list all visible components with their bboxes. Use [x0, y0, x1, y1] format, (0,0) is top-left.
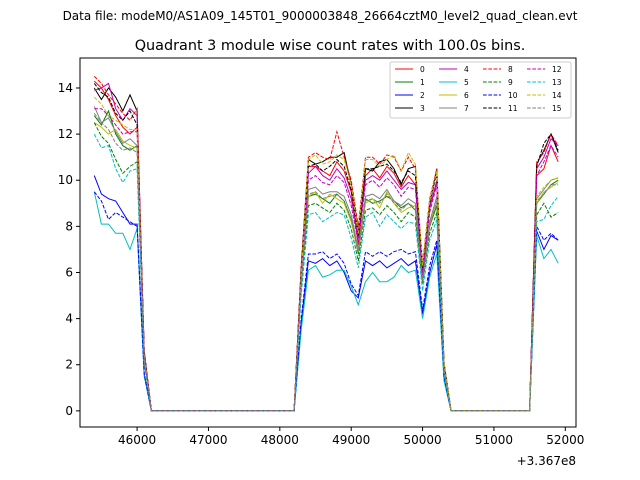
legend-label-3: 3 — [420, 104, 425, 113]
plot-area — [93, 76, 559, 412]
chart-title: Quadrant 3 module wise count rates with … — [135, 38, 526, 54]
y-tick-label: 6 — [65, 265, 73, 279]
x-tick-label: 52000 — [546, 433, 584, 447]
y-tick-label: 8 — [65, 219, 73, 233]
y-tick-label: 12 — [58, 127, 73, 141]
legend-label-7: 7 — [464, 104, 469, 113]
y-tick-label: 14 — [58, 81, 73, 95]
legend-label-0: 0 — [420, 65, 425, 74]
x-offset-label: +3.367e8 — [517, 454, 576, 468]
legend-label-13: 13 — [552, 78, 562, 87]
legend-label-15: 15 — [552, 104, 562, 113]
x-tick-label: 46000 — [118, 433, 156, 447]
x-tick-label: 47000 — [189, 433, 227, 447]
legend-label-1: 1 — [420, 78, 425, 87]
y-tick-label: 2 — [65, 358, 73, 372]
legend-label-11: 11 — [508, 104, 518, 113]
axes-frame — [79, 57, 577, 428]
x-tick-label: 48000 — [261, 433, 299, 447]
suptitle: Data file: modeM0/AS1A09_145T01_90000038… — [63, 9, 578, 23]
x-axis: 46000 47000 48000 49000 50000 51000 52000 — [118, 427, 584, 447]
x-tick-label: 49000 — [332, 433, 370, 447]
legend-label-2: 2 — [420, 91, 425, 100]
legend-label-8: 8 — [508, 65, 513, 74]
y-tick-label: 0 — [65, 404, 73, 418]
legend-box — [389, 61, 572, 119]
y-tick-label: 4 — [65, 312, 73, 326]
legend-label-4: 4 — [464, 65, 469, 74]
series-line-15 — [93, 113, 559, 412]
legend-label-9: 9 — [508, 78, 513, 87]
y-axis: 0 2 4 6 8 10 12 14 — [58, 81, 80, 418]
x-tick-label: 50000 — [403, 433, 441, 447]
legend-label-10: 10 — [508, 91, 518, 100]
legend-label-6: 6 — [464, 91, 469, 100]
legend-label-12: 12 — [552, 65, 562, 74]
y-tick-label: 10 — [58, 173, 73, 187]
x-tick-label: 51000 — [475, 433, 513, 447]
legend-label-5: 5 — [464, 78, 469, 87]
legend-label-14: 14 — [552, 91, 562, 100]
